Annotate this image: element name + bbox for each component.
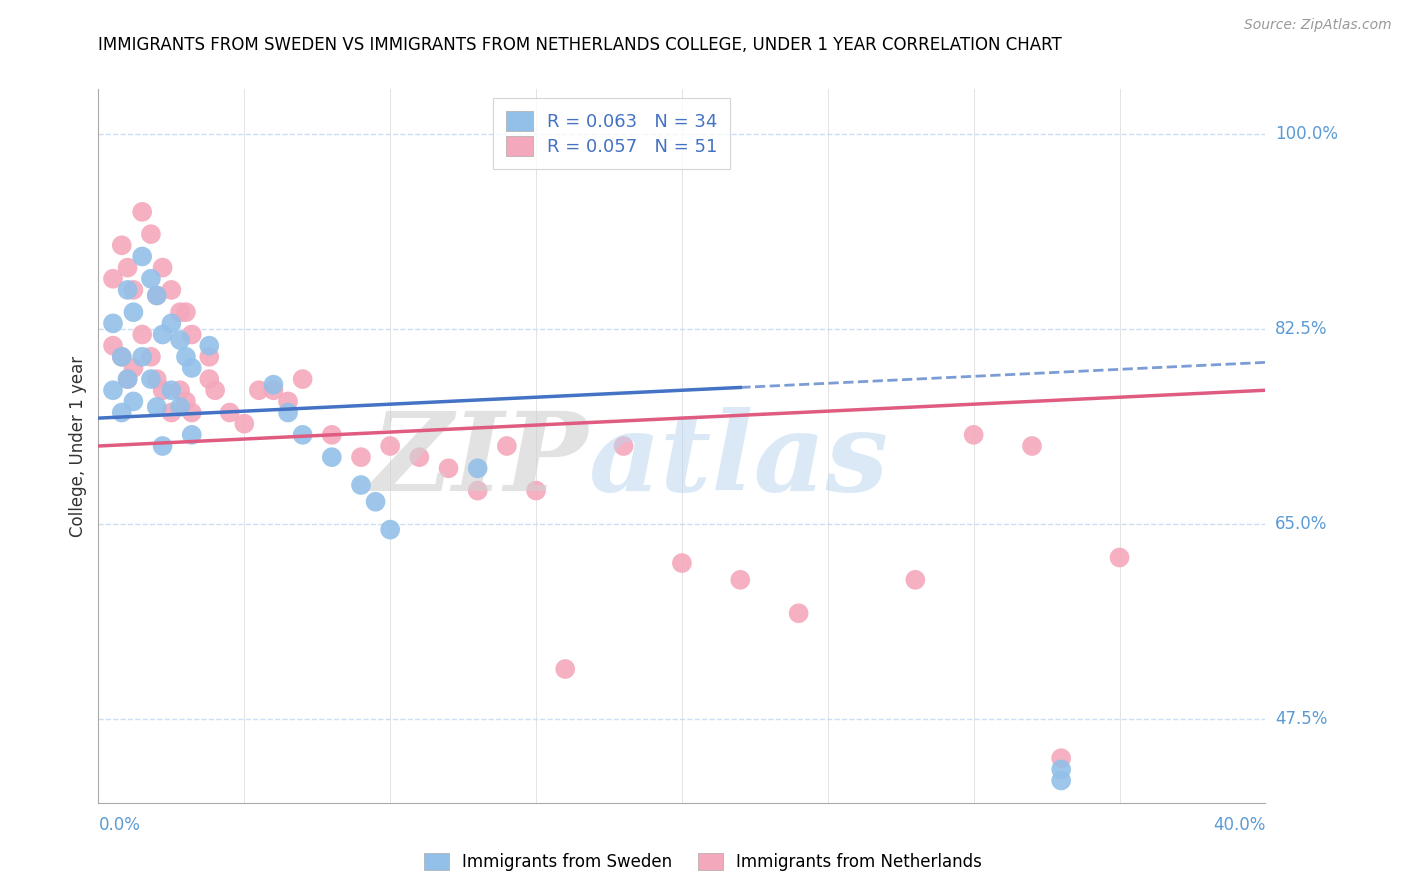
Point xyxy=(247,384,270,398)
Point xyxy=(378,439,402,453)
Point xyxy=(524,483,547,498)
Point xyxy=(180,327,202,342)
Point xyxy=(321,450,343,465)
Point xyxy=(174,305,197,319)
Point xyxy=(554,662,576,676)
Point xyxy=(169,305,191,319)
Point xyxy=(350,478,373,492)
Point xyxy=(277,405,299,420)
Point xyxy=(122,361,145,376)
Point xyxy=(131,350,153,364)
Point xyxy=(160,384,183,398)
Point xyxy=(787,607,810,621)
Point xyxy=(117,372,139,386)
Text: IMMIGRANTS FROM SWEDEN VS IMMIGRANTS FROM NETHERLANDS COLLEGE, UNDER 1 YEAR CORR: IMMIGRANTS FROM SWEDEN VS IMMIGRANTS FRO… xyxy=(98,36,1062,54)
Text: 0.0%: 0.0% xyxy=(98,816,141,834)
Point xyxy=(101,338,124,352)
Point xyxy=(218,405,240,420)
Point xyxy=(101,317,124,331)
Point xyxy=(131,327,153,342)
Point xyxy=(291,428,314,442)
Point xyxy=(233,417,256,431)
Legend: R = 0.063   N = 34, R = 0.057   N = 51: R = 0.063 N = 34, R = 0.057 N = 51 xyxy=(494,98,731,169)
Text: 47.5%: 47.5% xyxy=(1275,710,1327,728)
Point xyxy=(117,372,139,386)
Point xyxy=(131,204,153,219)
Point xyxy=(437,461,460,475)
Point xyxy=(146,288,169,302)
Point xyxy=(277,394,299,409)
Point xyxy=(180,405,202,420)
Point xyxy=(139,227,162,241)
Point xyxy=(204,384,226,398)
Text: 65.0%: 65.0% xyxy=(1275,515,1327,533)
Y-axis label: College, Under 1 year: College, Under 1 year xyxy=(69,355,87,537)
Point xyxy=(364,494,387,508)
Point xyxy=(180,428,202,442)
Point xyxy=(467,461,489,475)
Point xyxy=(321,428,343,442)
Point xyxy=(378,523,402,537)
Point xyxy=(131,250,153,264)
Point xyxy=(139,350,162,364)
Point xyxy=(160,317,183,331)
Point xyxy=(152,327,174,342)
Point xyxy=(291,372,314,386)
Text: ZIP: ZIP xyxy=(373,407,589,514)
Point xyxy=(180,361,202,376)
Point xyxy=(728,573,751,587)
Point xyxy=(111,350,134,364)
Point xyxy=(174,394,197,409)
Point xyxy=(1050,773,1073,788)
Point xyxy=(198,338,221,352)
Point xyxy=(962,428,984,442)
Point xyxy=(122,283,145,297)
Point xyxy=(139,271,162,285)
Point xyxy=(111,405,134,420)
Point xyxy=(1050,762,1073,776)
Point xyxy=(146,288,169,302)
Text: 40.0%: 40.0% xyxy=(1213,816,1265,834)
Point xyxy=(117,283,139,297)
Point xyxy=(350,450,373,465)
Point xyxy=(174,350,197,364)
Point xyxy=(101,271,124,285)
Point xyxy=(198,372,221,386)
Point xyxy=(146,400,169,414)
Legend: Immigrants from Sweden, Immigrants from Netherlands: Immigrants from Sweden, Immigrants from … xyxy=(416,845,990,880)
Point xyxy=(1050,751,1073,765)
Point xyxy=(169,400,191,414)
Point xyxy=(117,260,139,275)
Point xyxy=(111,350,134,364)
Point xyxy=(146,372,169,386)
Text: 100.0%: 100.0% xyxy=(1275,125,1339,143)
Point xyxy=(1021,439,1043,453)
Point xyxy=(262,377,284,392)
Point xyxy=(152,260,174,275)
Point xyxy=(111,238,134,252)
Point xyxy=(152,384,174,398)
Point xyxy=(408,450,430,465)
Text: 82.5%: 82.5% xyxy=(1275,320,1327,338)
Point xyxy=(160,283,183,297)
Point xyxy=(101,384,124,398)
Point xyxy=(467,483,489,498)
Text: atlas: atlas xyxy=(589,407,889,514)
Point xyxy=(904,573,927,587)
Point xyxy=(160,405,183,420)
Point xyxy=(671,556,693,570)
Point xyxy=(152,439,174,453)
Point xyxy=(122,305,145,319)
Point xyxy=(169,333,191,347)
Point xyxy=(169,384,191,398)
Point xyxy=(612,439,634,453)
Point xyxy=(198,350,221,364)
Point xyxy=(495,439,517,453)
Text: Source: ZipAtlas.com: Source: ZipAtlas.com xyxy=(1244,18,1392,32)
Point xyxy=(122,394,145,409)
Point xyxy=(1108,550,1130,565)
Point xyxy=(139,372,162,386)
Point xyxy=(262,384,284,398)
